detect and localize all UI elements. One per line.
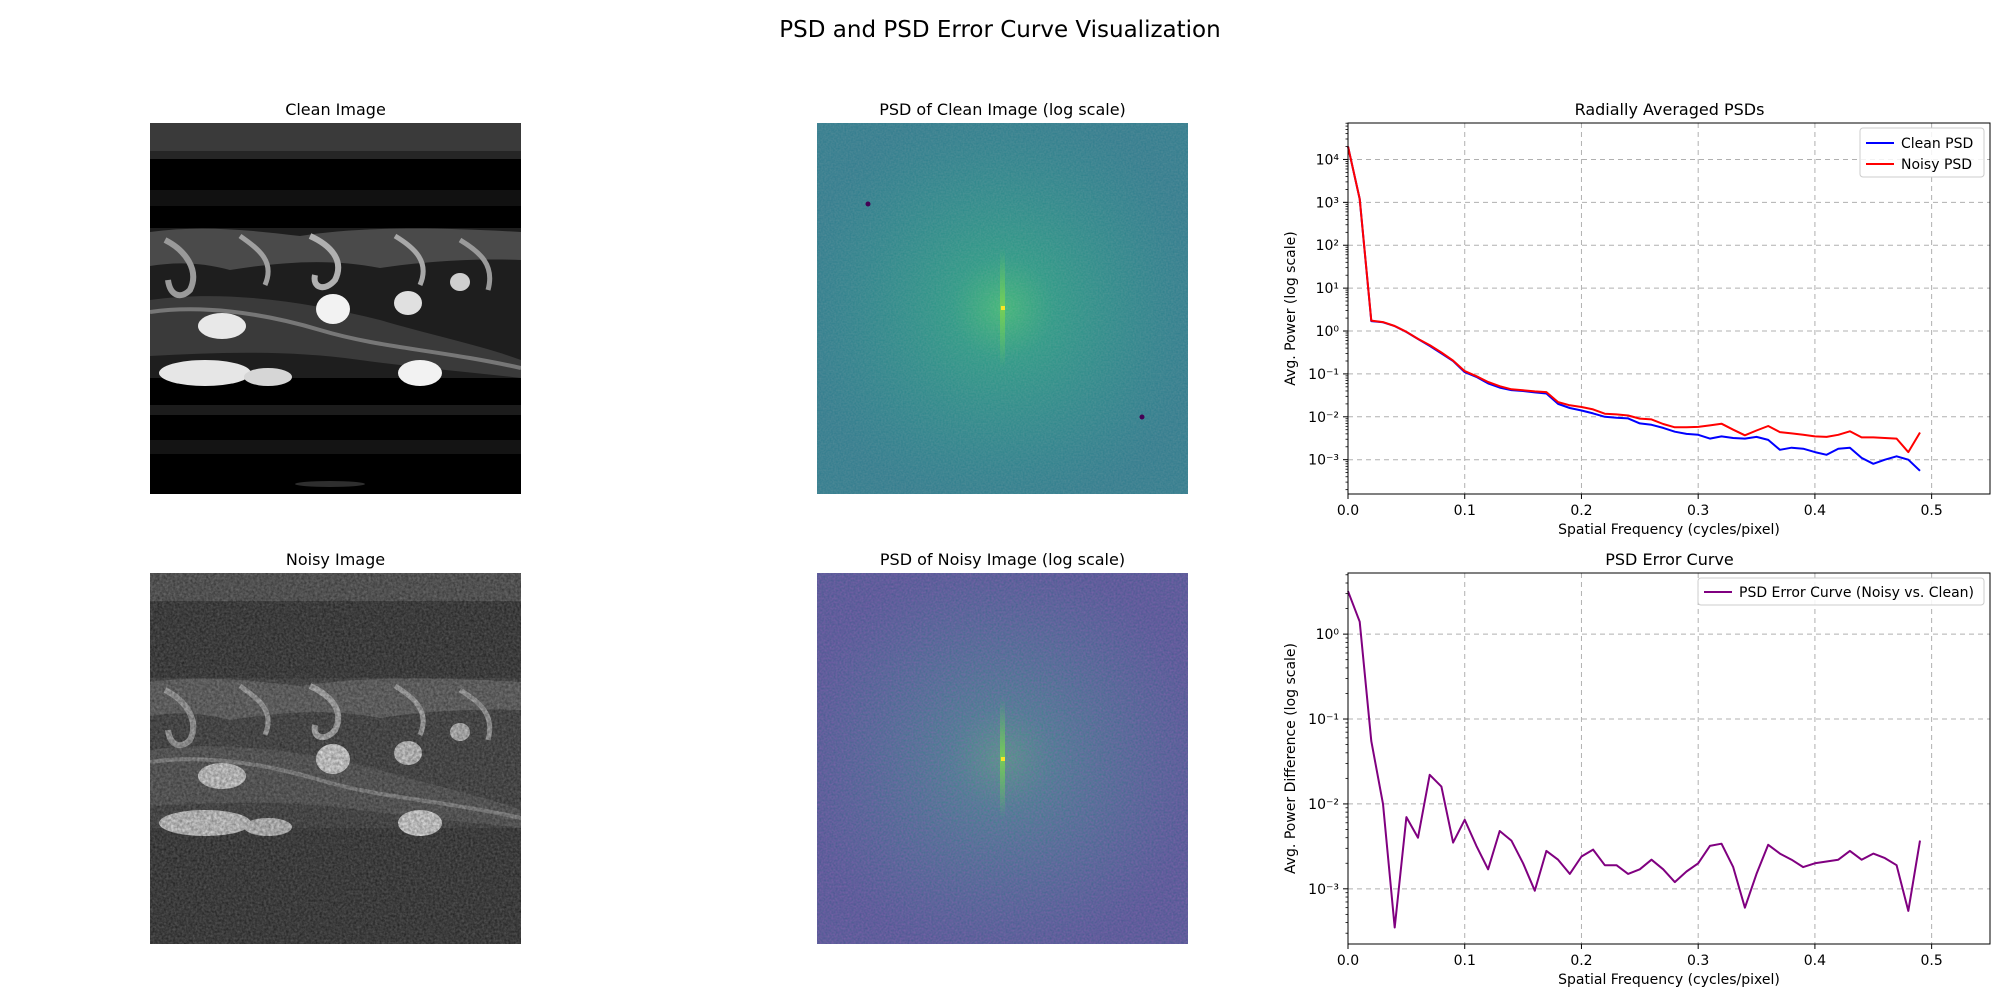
x-tick-label: 0.3: [1687, 503, 1709, 519]
x-tick-label: 0.2: [1570, 503, 1592, 519]
y-tick-label: 10¹: [1316, 281, 1339, 297]
psd-chart-title: Radially Averaged PSDs: [1575, 100, 1765, 119]
x-tick-label: 0.0: [1337, 503, 1359, 519]
y-tick-label: 10⁻¹: [1308, 367, 1339, 383]
x-tick-label: 0.5: [1921, 953, 1943, 969]
psd-error-chart-grid: [1347, 573, 1990, 944]
legend-label-clean: Clean PSD: [1901, 136, 1973, 152]
psd-error-chart-legend: PSD Error Curve (Noisy vs. Clean): [1697, 577, 1985, 606]
psd-error-chart-xticks: 0.0 0.1 0.2 0.3 0.4 0.5: [1337, 944, 1943, 969]
psd-error-chart-frame: [1347, 572, 1991, 945]
psd-chart-yticks: 10⁻³ 10⁻² 10⁻¹ 10⁰ 10¹ 10² 10³ 10⁴: [1308, 122, 1348, 491]
x-tick-label: 0.1: [1454, 503, 1476, 519]
y-tick-label: 10⁻³: [1308, 882, 1339, 898]
figure-title: PSD and PSD Error Curve Visualization: [779, 17, 1220, 43]
y-tick-label: 10⁴: [1316, 152, 1340, 168]
x-tick-label: 0.0: [1337, 953, 1359, 969]
y-tick-label: 10³: [1316, 195, 1339, 211]
psd-chart-legend: Clean PSD Noisy PSD: [1859, 127, 1985, 178]
noisy-psd-title: PSD of Noisy Image (log scale): [880, 550, 1125, 569]
noisy-image-panel: Noisy Image: [150, 550, 521, 944]
psd-error-chart-ylabel: Avg. Power Difference (log scale): [1283, 643, 1299, 874]
series-line-clean-psd: [1347, 146, 1921, 472]
psd-error-chart: PSD Error Curve 0.0 0.1 0.2 0.3 0.4 0.5 10⁻³1…: [1283, 550, 1991, 988]
y-tick-label: 10⁰: [1316, 627, 1340, 643]
y-tick-label: 10⁻¹: [1308, 712, 1339, 728]
psd-error-chart-title: PSD Error Curve: [1605, 550, 1734, 569]
psd-chart-xlabel: Spatial Frequency (cycles/pixel): [1558, 522, 1780, 538]
series-line-psd-error-curve-noisy-vs-clean: [1347, 590, 1921, 929]
x-tick-label: 0.5: [1921, 503, 1943, 519]
noisy-image-title: Noisy Image: [286, 550, 385, 569]
y-tick-label: 10⁻³: [1308, 453, 1339, 469]
series-line-noisy-psd: [1347, 146, 1921, 454]
psd-chart-xticks: 0.0 0.1 0.2 0.3 0.4 0.5: [1337, 494, 1943, 519]
y-tick-label: 10²: [1316, 238, 1339, 254]
x-tick-label: 0.3: [1687, 953, 1709, 969]
x-tick-label: 0.2: [1570, 953, 1592, 969]
legend-label-noisy: Noisy PSD: [1901, 157, 1972, 173]
clean-image-panel: Clean Image: [150, 100, 521, 494]
noisy-psd-panel: PSD of Noisy Image (log scale): [817, 550, 1188, 944]
legend-label-error: PSD Error Curve (Noisy vs. Clean): [1739, 585, 1974, 601]
psd-chart-lines: [1347, 146, 1921, 472]
x-tick-label: 0.1: [1454, 953, 1476, 969]
psd-error-chart-xlabel: Spatial Frequency (cycles/pixel): [1558, 972, 1780, 988]
psd-error-chart-lines: [1347, 590, 1921, 929]
y-tick-label: 10⁻²: [1308, 797, 1339, 813]
y-tick-label: 10⁻²: [1308, 410, 1339, 426]
psd-chart-frame: [1347, 122, 1991, 495]
noisy-image-picture: [150, 573, 521, 944]
psd-chart-ylabel: Avg. Power (log scale): [1283, 231, 1299, 385]
psd-chart: Radially Averaged PSDs 0.0 0.1 0.2 0.3 0.4 0.…: [1283, 100, 1991, 538]
x-tick-label: 0.4: [1804, 953, 1826, 969]
psd-error-chart-yticks: 10⁻³ 10⁻² 10⁻¹ 10⁰: [1308, 574, 1348, 934]
y-tick-label: 10⁰: [1316, 324, 1340, 340]
clean-image-picture: [150, 123, 521, 494]
x-tick-label: 0.4: [1804, 503, 1826, 519]
clean-psd-picture: [817, 123, 1188, 494]
noisy-psd-picture: [817, 573, 1188, 944]
clean-image-title: Clean Image: [285, 100, 386, 119]
clean-psd-panel: PSD of Clean Image (log scale): [817, 100, 1188, 494]
clean-psd-title: PSD of Clean Image (log scale): [879, 100, 1126, 119]
